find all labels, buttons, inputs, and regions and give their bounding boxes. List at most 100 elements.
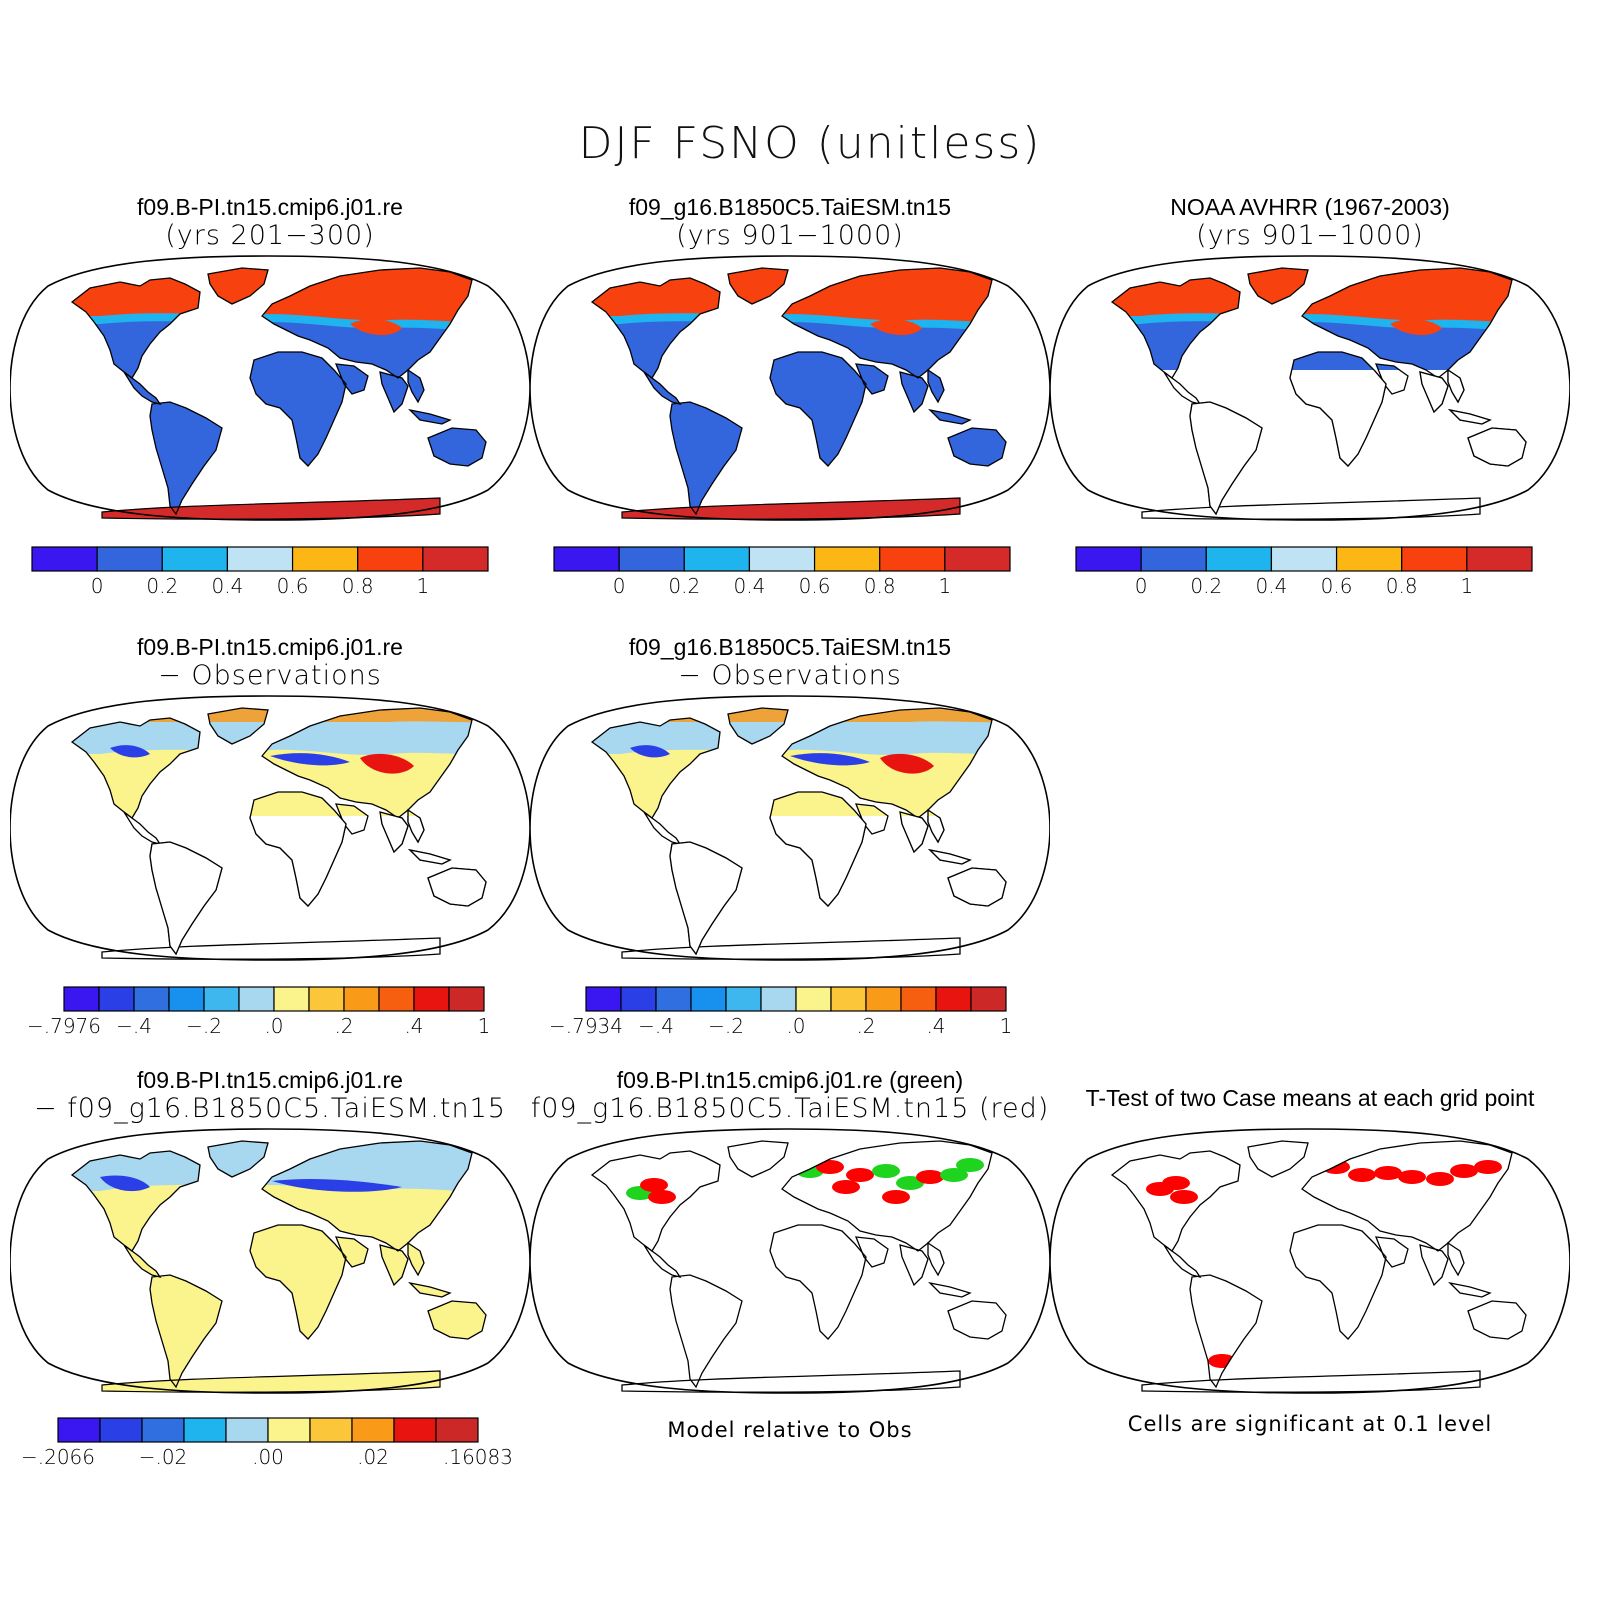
- colorbar-box: [183, 1417, 227, 1443]
- coastline-arabia: [334, 1236, 369, 1268]
- panel-title-line1: f09_g16.B1850C5.TaiESM.tn15: [628, 194, 952, 220]
- coastline-eurasia: [1301, 267, 1513, 379]
- coastline-eurasia: [781, 267, 993, 379]
- coastline-eurasia: [261, 1140, 473, 1252]
- colorbar-box: [760, 986, 797, 1012]
- colorbar-box: [725, 986, 762, 1012]
- map: [1050, 255, 1570, 521]
- colorbar-box: [291, 546, 359, 572]
- map-border: [10, 1128, 530, 1394]
- coastline-greenland: [207, 707, 269, 745]
- coastline-central: [643, 1244, 682, 1279]
- colorbar-box: [351, 1417, 395, 1443]
- coastline-indonesia: [408, 408, 452, 425]
- colorbar-box: [1270, 546, 1338, 572]
- colorbar-box: [900, 986, 937, 1012]
- coastline-namerica: [70, 1150, 201, 1252]
- significant-cell-red: [648, 1190, 676, 1204]
- coastline-namerica: [590, 717, 721, 819]
- colorbar-box: [226, 546, 294, 572]
- colorbar-box: [267, 1417, 311, 1443]
- colorbar-box: [1205, 546, 1273, 572]
- colorbar: 0 0.2 0.4 0.6 0.8 1: [31, 546, 489, 598]
- coastline-indonesia: [1448, 1281, 1492, 1298]
- significant-cell-red: [1426, 1172, 1454, 1186]
- colorbar-label: 1: [1000, 1014, 1013, 1038]
- map: [10, 255, 530, 521]
- significant-cell-red: [1450, 1164, 1478, 1178]
- caption-significance: Cells are significant at 0.1 level: [1127, 1412, 1493, 1436]
- colorbar-box: [1466, 546, 1533, 572]
- colorbar-label: .4: [926, 1014, 945, 1038]
- colorbar-box: [31, 546, 98, 572]
- coastline-samerica: [669, 401, 743, 516]
- colorbar-label: −.02: [139, 1445, 188, 1469]
- no-data-mask: [1189, 401, 1527, 516]
- significant-cell-red: [882, 1190, 910, 1204]
- colorbar-label: .00: [252, 1445, 284, 1469]
- coastline-eurasia: [781, 1140, 993, 1252]
- significant-cell-green: [956, 1158, 984, 1172]
- colorbar-label: .4: [404, 1014, 423, 1038]
- map-border: [10, 695, 530, 961]
- colorbar-label: 0: [613, 574, 626, 598]
- significant-cell-red: [1162, 1176, 1190, 1190]
- coastline-indonesia: [408, 1281, 452, 1298]
- diff-negative-strong-eu: [272, 1179, 402, 1192]
- significant-cell-red: [832, 1180, 860, 1194]
- land-field: [1146, 1160, 1502, 1368]
- colorbar-box: [655, 986, 692, 1012]
- coastline-namerica: [590, 1150, 721, 1252]
- colorbar-label: −.2: [186, 1014, 222, 1038]
- coastline-india: [379, 371, 409, 414]
- coastline-greenland: [1247, 1140, 1309, 1178]
- panel-title-line2: f09_g16.B1850C5.TaiESM.tn15 (red): [530, 1093, 1050, 1124]
- coastline-australia: [427, 1300, 487, 1340]
- coastline-australia: [1467, 1300, 1527, 1340]
- coastline-greenland: [207, 267, 269, 305]
- colorbar-label: 1: [478, 1014, 491, 1038]
- land-field: [626, 1158, 984, 1204]
- colorbar-box: [620, 986, 657, 1012]
- coastline-africa: [769, 351, 867, 467]
- coastline-africa: [249, 1224, 347, 1340]
- diff-negative-strong-na: [100, 1175, 150, 1192]
- coastline-greenland: [207, 1140, 269, 1178]
- coastline-seasia: [927, 1241, 945, 1277]
- significant-cell-red: [916, 1170, 944, 1184]
- coastline-central: [123, 811, 162, 846]
- significant-cell-red: [816, 1160, 844, 1174]
- colorbar: 0 0.2 0.4 0.6 0.8 1: [553, 546, 1011, 598]
- map: [530, 255, 1050, 521]
- colorbar-box: [435, 1417, 479, 1443]
- coastline-seasia: [407, 1241, 425, 1277]
- colorbar-label: 0.8: [864, 574, 896, 598]
- colorbar-box: [422, 546, 489, 572]
- colorbar-label: 0.4: [212, 574, 244, 598]
- panel-title-line1: T-Test of two Case means at each grid po…: [1085, 1085, 1535, 1111]
- colorbar-label: 0.4: [1256, 574, 1288, 598]
- coastline-greenland: [727, 267, 789, 305]
- colorbar: −.7934 −.4 −.2 .0 .2 .4 1: [549, 986, 1013, 1038]
- significant-cell-red: [640, 1178, 668, 1192]
- coastline-australia: [947, 427, 1007, 467]
- panel-title-line2: (yrs 901−1000): [1196, 220, 1424, 251]
- coastline-greenland: [727, 707, 789, 745]
- coastline-india: [1419, 1244, 1449, 1287]
- colorbar-label: .16083: [443, 1445, 513, 1469]
- colorbar-box: [393, 1417, 437, 1443]
- panel-title-line1: f09.B-PI.tn15.cmip6.j01.re (green): [616, 1067, 964, 1093]
- colorbar-box: [813, 546, 881, 572]
- no-data-south: [149, 816, 487, 956]
- panel-title-line1: NOAA AVHRR (1967-2003): [1170, 194, 1450, 220]
- colorbar-box: [1401, 546, 1468, 572]
- panel-title-line1: f09.B-PI.tn15.cmip6.j01.re: [137, 194, 403, 220]
- coastline-australia: [427, 427, 487, 467]
- colorbar-box: [1075, 546, 1142, 572]
- colorbar-label: 0.8: [342, 574, 374, 598]
- coastline-africa: [249, 351, 347, 467]
- significant-cell-red: [1374, 1166, 1402, 1180]
- significant-cell-red: [846, 1168, 874, 1182]
- colorbar-label: −.2066: [21, 1445, 95, 1469]
- colorbar-box: [63, 986, 100, 1012]
